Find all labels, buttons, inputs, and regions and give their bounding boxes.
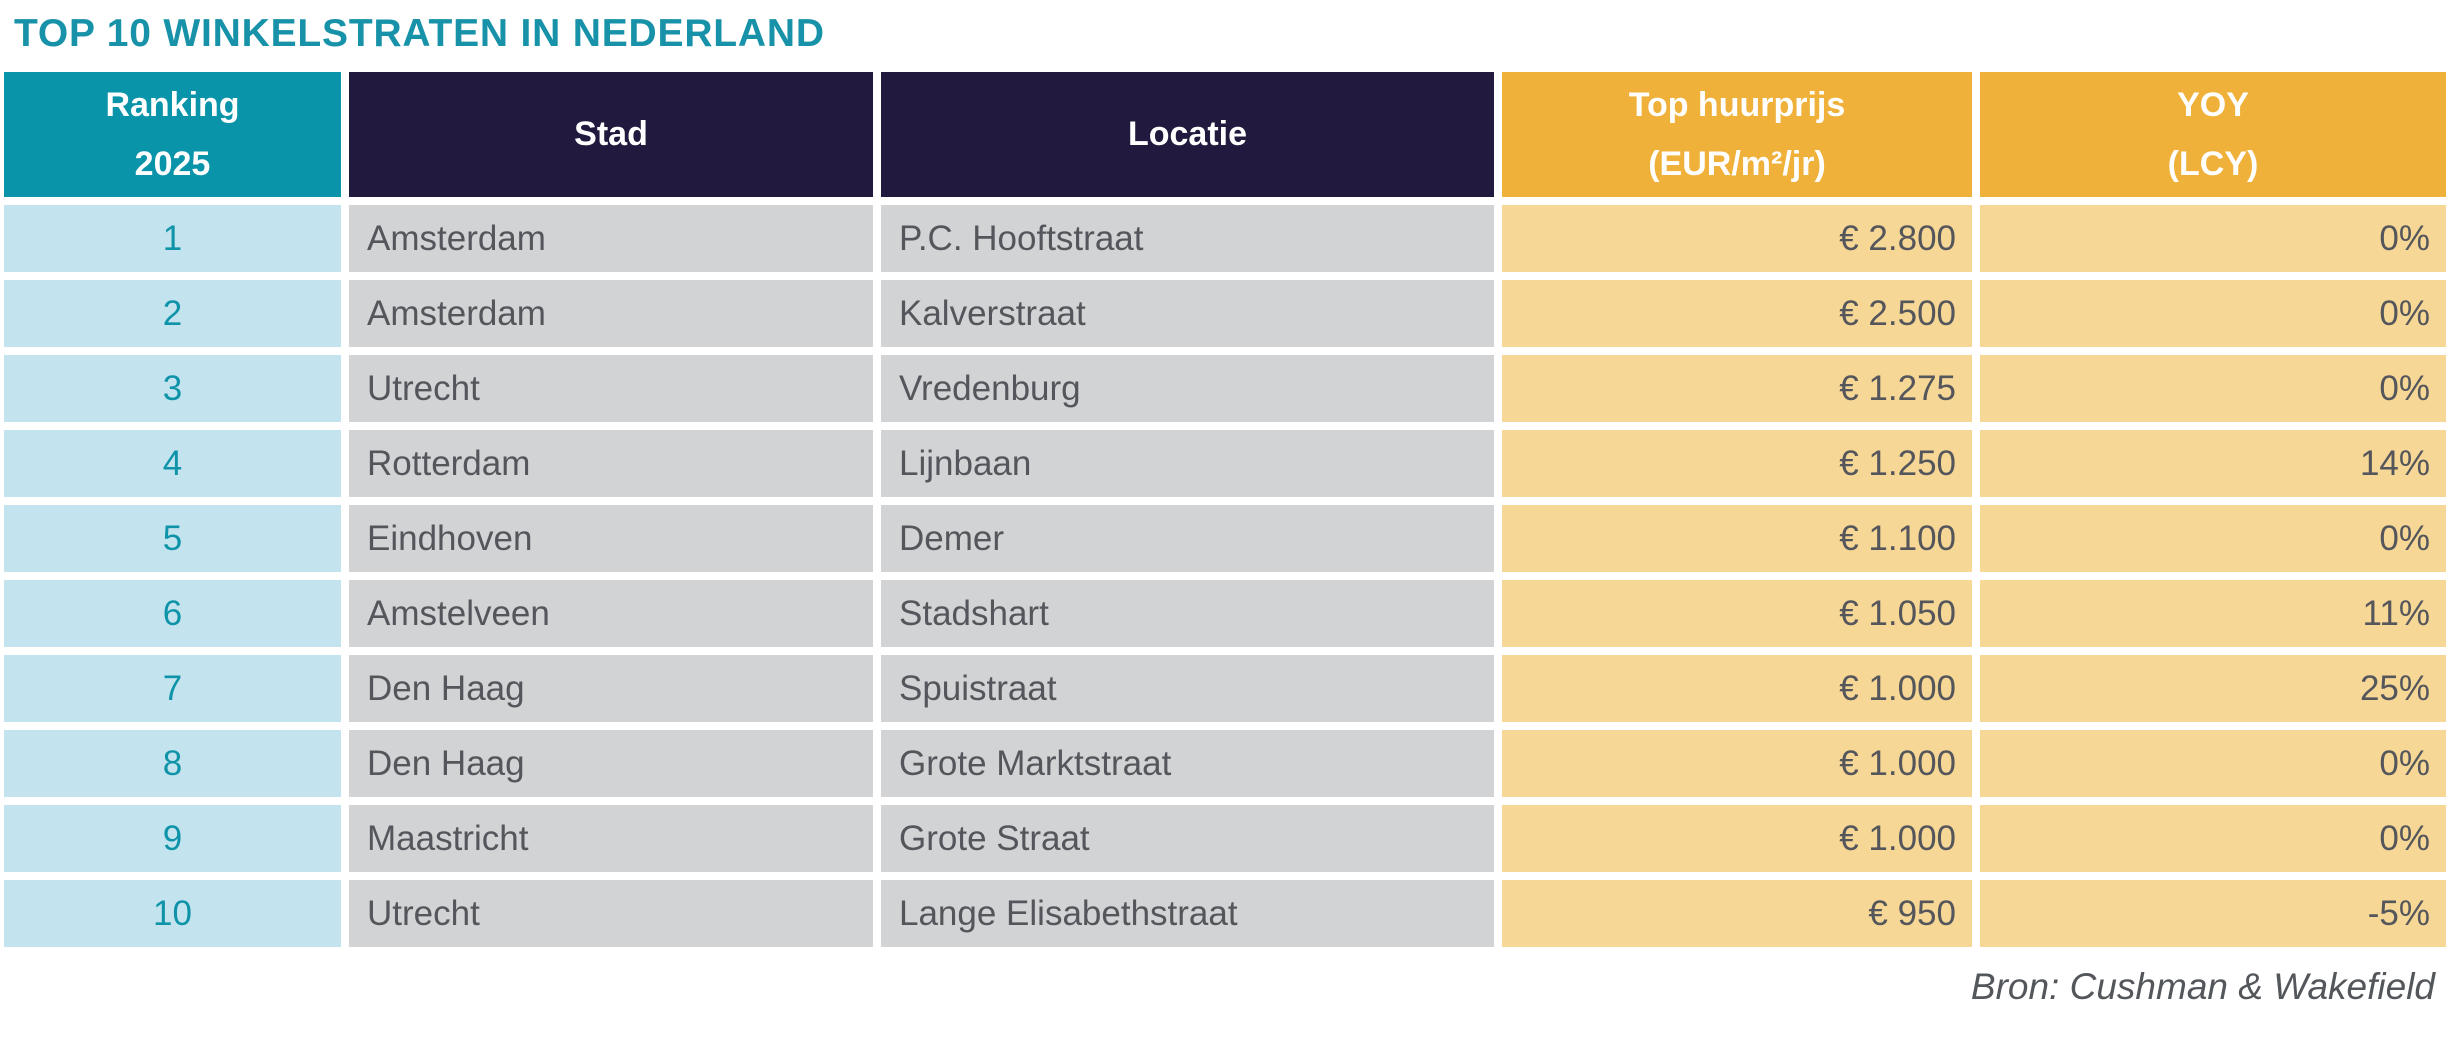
price-cell: € 2.800 xyxy=(1502,205,1972,272)
table-row: 3 Utrecht Vredenburg € 1.275 0% xyxy=(4,355,2446,422)
price-cell: € 2.500 xyxy=(1502,280,1972,347)
price-cell: € 1.000 xyxy=(1502,805,1972,872)
location-cell: Lijnbaan xyxy=(881,430,1494,497)
col-header-yoy-line1: YOY xyxy=(2177,85,2249,124)
location-cell: Grote Marktstraat xyxy=(881,730,1494,797)
city-cell: Eindhoven xyxy=(349,505,873,572)
rank-cell: 7 xyxy=(4,655,341,722)
rank-cell: 2 xyxy=(4,280,341,347)
yoy-cell: 0% xyxy=(1980,280,2446,347)
yoy-cell: 25% xyxy=(1980,655,2446,722)
city-cell: Den Haag xyxy=(349,655,873,722)
city-cell: Amstelveen xyxy=(349,580,873,647)
table-row: 7 Den Haag Spuistraat € 1.000 25% xyxy=(4,655,2446,722)
location-cell: Kalverstraat xyxy=(881,280,1494,347)
table-row: 6 Amstelveen Stadshart € 1.050 11% xyxy=(4,580,2446,647)
price-cell: € 1.050 xyxy=(1502,580,1972,647)
city-cell: Den Haag xyxy=(349,730,873,797)
yoy-cell: 11% xyxy=(1980,580,2446,647)
table-row: 4 Rotterdam Lijnbaan € 1.250 14% xyxy=(4,430,2446,497)
rank-cell: 3 xyxy=(4,355,341,422)
yoy-cell: 0% xyxy=(1980,205,2446,272)
location-cell: Lange Elisabethstraat xyxy=(881,880,1494,947)
city-cell: Maastricht xyxy=(349,805,873,872)
rank-cell: 1 xyxy=(4,205,341,272)
col-header-ranking: Ranking 2025 xyxy=(4,72,341,197)
page: TOP 10 WINKELSTRATEN IN NEDERLAND Rankin… xyxy=(0,12,2457,1009)
city-cell: Amsterdam xyxy=(349,205,873,272)
col-header-huurprijs: Top huurprijs (EUR/m²/jr) xyxy=(1502,72,1972,197)
price-cell: € 1.100 xyxy=(1502,505,1972,572)
table-row: 9 Maastricht Grote Straat € 1.000 0% xyxy=(4,805,2446,872)
yoy-cell: 0% xyxy=(1980,805,2446,872)
yoy-cell: -5% xyxy=(1980,880,2446,947)
price-cell: € 1.000 xyxy=(1502,730,1972,797)
source-note: Bron: Cushman & Wakefield xyxy=(1970,966,2435,1007)
col-header-huurprijs-line1: Top huurprijs xyxy=(1628,85,1846,124)
location-cell: Demer xyxy=(881,505,1494,572)
location-cell: Grote Straat xyxy=(881,805,1494,872)
city-cell: Rotterdam xyxy=(349,430,873,497)
city-cell: Utrecht xyxy=(349,880,873,947)
rank-cell: 8 xyxy=(4,730,341,797)
col-header-ranking-line2: 2025 xyxy=(134,144,211,183)
city-cell: Amsterdam xyxy=(349,280,873,347)
rank-cell: 10 xyxy=(4,880,341,947)
table-row: 8 Den Haag Grote Marktstraat € 1.000 0% xyxy=(4,730,2446,797)
col-header-yoy-line2: (LCY) xyxy=(2167,144,2259,183)
yoy-cell: 0% xyxy=(1980,730,2446,797)
yoy-cell: 0% xyxy=(1980,505,2446,572)
table-row: 10 Utrecht Lange Elisabethstraat € 950 -… xyxy=(4,880,2446,947)
location-cell: P.C. Hooftstraat xyxy=(881,205,1494,272)
price-cell: € 1.000 xyxy=(1502,655,1972,722)
rank-cell: 6 xyxy=(4,580,341,647)
col-header-locatie: Locatie xyxy=(881,72,1494,197)
table-row: 1 Amsterdam P.C. Hooftstraat € 2.800 0% xyxy=(4,205,2446,272)
price-cell: € 1.250 xyxy=(1502,430,1972,497)
location-cell: Vredenburg xyxy=(881,355,1494,422)
rank-cell: 5 xyxy=(4,505,341,572)
col-header-stad: Stad xyxy=(349,72,873,197)
page-title: TOP 10 WINKELSTRATEN IN NEDERLAND xyxy=(14,12,825,55)
rank-cell: 9 xyxy=(4,805,341,872)
col-header-huurprijs-line2: (EUR/m²/jr) xyxy=(1648,144,1826,183)
col-header-ranking-line1: Ranking xyxy=(105,85,240,124)
table-row: 2 Amsterdam Kalverstraat € 2.500 0% xyxy=(4,280,2446,347)
location-cell: Stadshart xyxy=(881,580,1494,647)
yoy-cell: 14% xyxy=(1980,430,2446,497)
yoy-cell: 0% xyxy=(1980,355,2446,422)
location-cell: Spuistraat xyxy=(881,655,1494,722)
city-cell: Utrecht xyxy=(349,355,873,422)
price-cell: € 950 xyxy=(1502,880,1972,947)
price-cell: € 1.275 xyxy=(1502,355,1972,422)
rank-cell: 4 xyxy=(4,430,341,497)
header-row: Ranking 2025 Stad Locatie Top huurprijs … xyxy=(4,72,2446,197)
top10-shopping-streets-table: Ranking 2025 Stad Locatie Top huurprijs … xyxy=(0,64,2454,955)
table-row: 5 Eindhoven Demer € 1.100 0% xyxy=(4,505,2446,572)
col-header-yoy: YOY (LCY) xyxy=(1980,72,2446,197)
